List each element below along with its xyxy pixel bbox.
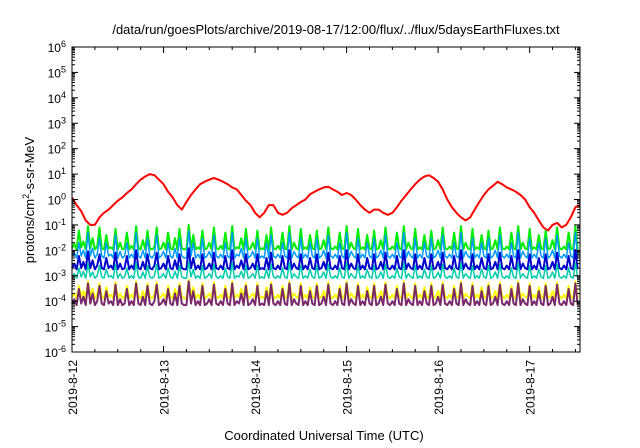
series-layer [71, 173, 581, 307]
y-axis-label: protons/cm2-s-sr-MeV [21, 136, 37, 263]
series-line-4 [71, 247, 579, 271]
series-line-5 [71, 261, 579, 279]
x-tick-label: 2019-8-13 [158, 360, 172, 415]
y-axis-label-units: -s-sr-MeV [22, 136, 37, 193]
y-tick-label: 101 [48, 166, 66, 182]
y-tick-label: 10-2 [45, 242, 66, 258]
y-tick-label: 100 [48, 192, 66, 208]
y-tick-label: 10-6 [45, 344, 66, 360]
x-axis-label: Coordinated Universal Time (UTC) [224, 428, 423, 443]
y-tick-label: 104 [48, 90, 66, 106]
x-tick-label: 2019-8-12 [66, 360, 80, 415]
y-axis-label-main: protons/cm [22, 199, 37, 263]
x-tick-label: 2019-8-15 [341, 360, 355, 415]
plot-frame [71, 46, 581, 353]
chart-title: /data/run/goesPlots/archive/2019-08-17/1… [112, 22, 560, 37]
y-tick-label: 106 [48, 39, 66, 55]
axis-ticks: 10-6 10-5 10-4 10-3 10-2 10-1 100 101 102 103 104 1… [45, 39, 580, 415]
y-tick-label: 103 [48, 115, 66, 131]
series-line-1 [71, 173, 581, 232]
series-line-3 [71, 229, 579, 259]
y-tick-label: 105 [48, 64, 66, 80]
x-tick-label: 2019-8-17 [524, 360, 538, 415]
y-tick-label: 102 [48, 141, 66, 157]
x-tick-label: 2019-8-14 [249, 360, 263, 415]
y-tick-label: 10-5 [45, 319, 66, 335]
y-tick-label: 10-1 [45, 217, 66, 233]
y-axis-label-exponent: 2 [21, 194, 31, 199]
x-tick-label: 2019-8-16 [432, 360, 446, 415]
series-line-2 [71, 223, 579, 251]
y-tick-label: 10-4 [45, 293, 66, 309]
series-line-7 [71, 280, 579, 307]
y-tick-label: 10-3 [45, 268, 66, 284]
